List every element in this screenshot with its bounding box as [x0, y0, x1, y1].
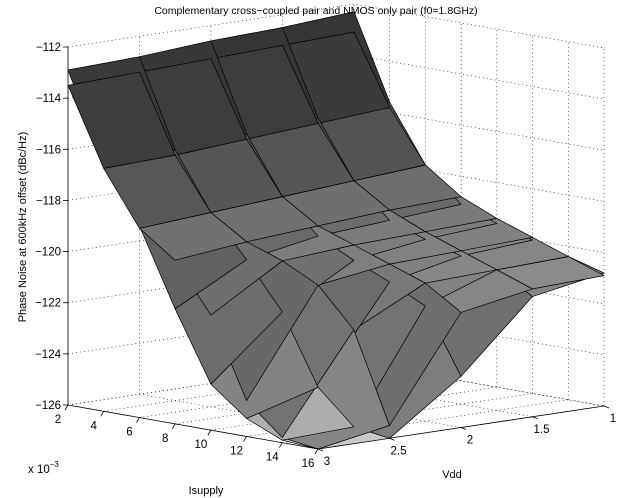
y-tick-mark — [532, 416, 538, 420]
y-tick-label: 1 — [610, 413, 616, 425]
x-tick-label: 8 — [162, 433, 168, 445]
x-axis-line — [67, 404, 319, 450]
x-tick-label: 6 — [126, 427, 132, 439]
y-tick-mark — [460, 427, 467, 430]
x-tick-label: 4 — [91, 420, 98, 432]
y-tick-label: 1.5 — [534, 424, 550, 436]
x-tick-mark — [278, 442, 283, 448]
x-tick-mark — [100, 411, 105, 417]
tick-labels: −112−114−116−118−120−122−124−12624681012… — [35, 42, 616, 470]
x-axis-exponent-power: −3 — [50, 460, 60, 469]
x-axis-exponent-base: x 10 — [28, 464, 50, 476]
y-tick-label: 2 — [467, 435, 473, 447]
z-tick-label: −116 — [36, 144, 61, 156]
z-tick-label: −112 — [36, 42, 61, 54]
chart-title: Complementary cross−coupled pair and NMO… — [154, 5, 477, 17]
x-tick-label: 14 — [266, 452, 279, 464]
x-tick-label: 12 — [230, 445, 243, 457]
surface-patches — [67, 11, 605, 450]
x-tick-mark — [207, 429, 212, 436]
x-tick-mark — [136, 417, 140, 423]
x-tick-mark — [243, 436, 247, 442]
x-tick-mark — [171, 423, 176, 430]
z-tick-label: −122 — [35, 298, 61, 310]
x-axis-label: Isupply — [189, 485, 224, 497]
z-tick-label: −126 — [35, 400, 61, 412]
x-tick-label: 16 — [302, 458, 315, 470]
y-tick-label: 3 — [324, 456, 330, 468]
z-tick-label: −120 — [35, 247, 61, 259]
y-tick-mark — [389, 437, 395, 441]
y-tick-label: 2.5 — [391, 445, 407, 457]
x-tick-label: 2 — [55, 414, 61, 426]
z-gridline — [67, 310, 605, 356]
z-tick-label: −114 — [36, 93, 62, 105]
x-tick-mark — [314, 448, 319, 455]
z-gridline — [67, 259, 605, 304]
x-tick-label: 10 — [194, 439, 207, 451]
surface-patch-series-2 — [67, 71, 176, 169]
y-tick-mark — [317, 448, 324, 452]
y-tick-mark — [603, 405, 610, 409]
z-axis-label: Phase Noise at 600kHz offset (dBc/Hz) — [17, 132, 29, 323]
x-axis-exponent: x 10−3 — [28, 460, 59, 476]
z-gridline — [67, 3, 605, 49]
z-tick-label: −124 — [35, 349, 62, 361]
x-tick-mark — [64, 404, 69, 411]
z-tick-label: −118 — [36, 195, 61, 207]
y-axis-label: Vdd — [442, 469, 462, 481]
